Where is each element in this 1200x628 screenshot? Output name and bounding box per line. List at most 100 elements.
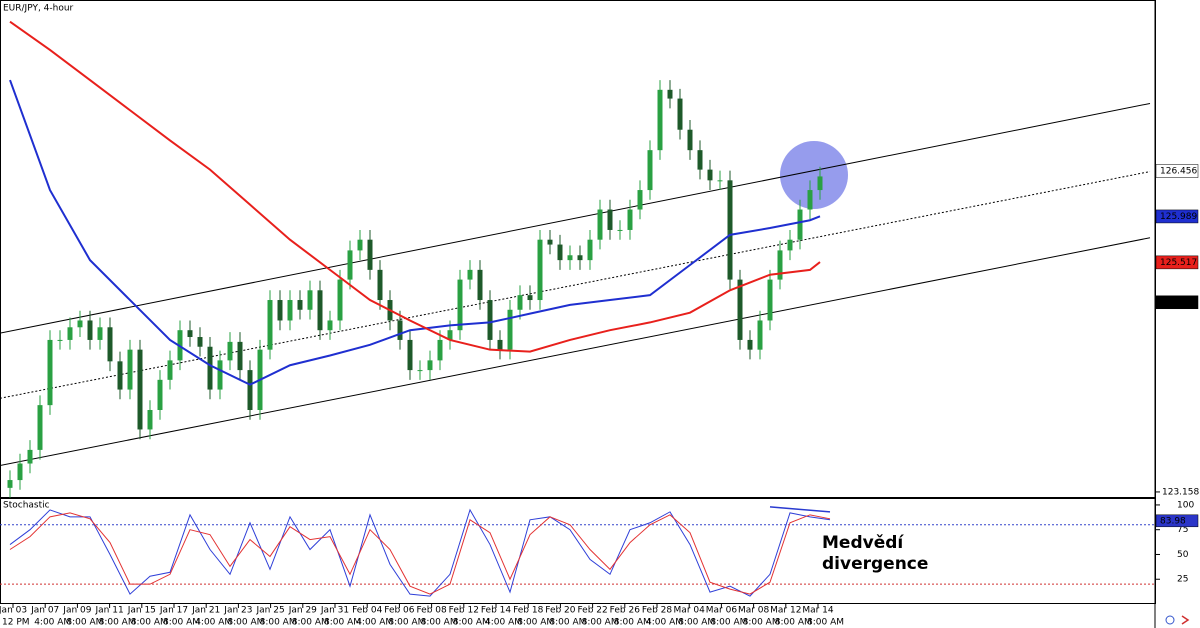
- x-time-label: 8:00 AM: [324, 618, 361, 628]
- candle-body: [627, 209, 633, 230]
- candle-body: [417, 370, 423, 372]
- y-tick-label: 75: [1177, 525, 1188, 535]
- x-time-label: 8:00 AM: [614, 618, 651, 628]
- candle-body: [567, 255, 573, 261]
- x-time-label: 8:00 AM: [421, 618, 458, 628]
- candle-body: [747, 339, 753, 350]
- x-date-label: Feb 28: [642, 606, 673, 616]
- x-date-label: Feb 20: [545, 606, 576, 616]
- x-date-label: Jan 09: [62, 606, 91, 616]
- x-date-label: Jan 07: [30, 606, 59, 616]
- stoch-title: Stochastic: [3, 501, 50, 511]
- x-date-label: Jan 23: [223, 606, 252, 616]
- x-time-label: 8:00 AM: [227, 618, 264, 628]
- candle-body: [587, 239, 593, 261]
- candle-body: [287, 300, 293, 321]
- candle-body: [687, 129, 693, 151]
- x-time-label: 8:00 AM: [453, 618, 490, 628]
- candle-body: [607, 209, 613, 230]
- candle-body: [467, 269, 473, 280]
- candle-body: [657, 89, 663, 151]
- price-label-box: [1155, 295, 1199, 310]
- candle-body: [647, 150, 653, 191]
- candle-body: [377, 269, 383, 301]
- annotation-text: Medvědí: [822, 533, 904, 553]
- x-time-label: 8:00 AM: [260, 618, 297, 628]
- y-tick-label: 100: [1177, 500, 1194, 510]
- channel-line: [0, 102, 1151, 334]
- candle-body: [107, 327, 113, 362]
- x-date-label: Jan 11: [95, 606, 124, 616]
- candle-body: [167, 360, 173, 380]
- candle-body: [447, 330, 453, 340]
- x-date-label: Feb 26: [610, 606, 641, 616]
- x-date-label: Feb 04: [352, 606, 383, 616]
- x-time-label: 8:00 AM: [678, 618, 715, 628]
- candle-body: [357, 239, 363, 251]
- candle-body: [787, 239, 793, 251]
- candle-body: [77, 320, 83, 328]
- candle-body: [347, 250, 353, 280]
- candle-body: [427, 360, 433, 371]
- candle-body: [217, 360, 223, 390]
- candle-body: [17, 463, 23, 481]
- candle-body: [667, 89, 673, 99]
- price-label: 125.107: [1160, 298, 1197, 308]
- price-label-box: [1155, 164, 1199, 178]
- candle-body: [507, 309, 513, 350]
- candle-body: [697, 150, 703, 170]
- channel-line: [0, 171, 1151, 399]
- divergence-line: [769, 506, 831, 513]
- candle-body: [797, 209, 803, 240]
- candle-body: [537, 239, 543, 301]
- candle-body: [267, 300, 273, 350]
- x-time-label: 8:00 AM: [163, 618, 200, 628]
- stoch-line: [9, 508, 831, 597]
- candle-body: [237, 341, 243, 371]
- y-tick-label: 123.158: [1162, 487, 1199, 497]
- candle-body: [87, 320, 93, 340]
- price-label-box: [1155, 255, 1199, 270]
- candle-body: [737, 279, 743, 340]
- candle-body: [277, 300, 283, 321]
- annotation-text: divergence: [822, 554, 928, 574]
- x-time-label: 4:00 AM: [356, 618, 393, 628]
- candle-body: [637, 190, 643, 210]
- x-time-label: 8:00 AM: [549, 618, 586, 628]
- x-time-label: 8:00 AM: [775, 618, 812, 628]
- x-date-label: Jan 21: [191, 606, 220, 616]
- candle-body: [557, 244, 563, 261]
- x-date-label: Jan 03: [0, 606, 27, 616]
- x-date-label: Jan 25: [256, 606, 285, 616]
- candle-body: [677, 98, 683, 130]
- icon: [1181, 615, 1190, 625]
- candle-body: [327, 320, 333, 331]
- candle-body: [817, 176, 823, 191]
- x-date-label: Feb 06: [384, 606, 415, 616]
- y-tick-label: 25: [1177, 575, 1188, 585]
- price-label: 125.989: [1160, 212, 1197, 222]
- candle-body: [437, 339, 443, 361]
- candle-body: [497, 339, 503, 350]
- candle-body: [517, 295, 523, 310]
- platform-icons: [1165, 615, 1190, 625]
- x-date-label: Mar 08: [738, 606, 770, 616]
- candle-body: [577, 255, 583, 261]
- candle-body: [757, 320, 763, 350]
- x-time-label: 8:00 AM: [807, 618, 844, 628]
- candle-body: [597, 209, 603, 240]
- candle-body: [317, 290, 323, 331]
- price-label: 126.456: [1160, 166, 1197, 176]
- candle-body: [47, 339, 53, 406]
- x-date-label: Mar 12: [770, 606, 801, 616]
- x-date-label: Feb 18: [513, 606, 544, 616]
- candle-body: [527, 295, 533, 301]
- candle-body: [187, 330, 193, 338]
- candle-body: [707, 169, 713, 181]
- candle-body: [337, 279, 343, 321]
- x-date-label: Jan 29: [288, 606, 317, 616]
- x-time-label: 8:00 AM: [710, 618, 747, 628]
- candle-body: [367, 239, 373, 270]
